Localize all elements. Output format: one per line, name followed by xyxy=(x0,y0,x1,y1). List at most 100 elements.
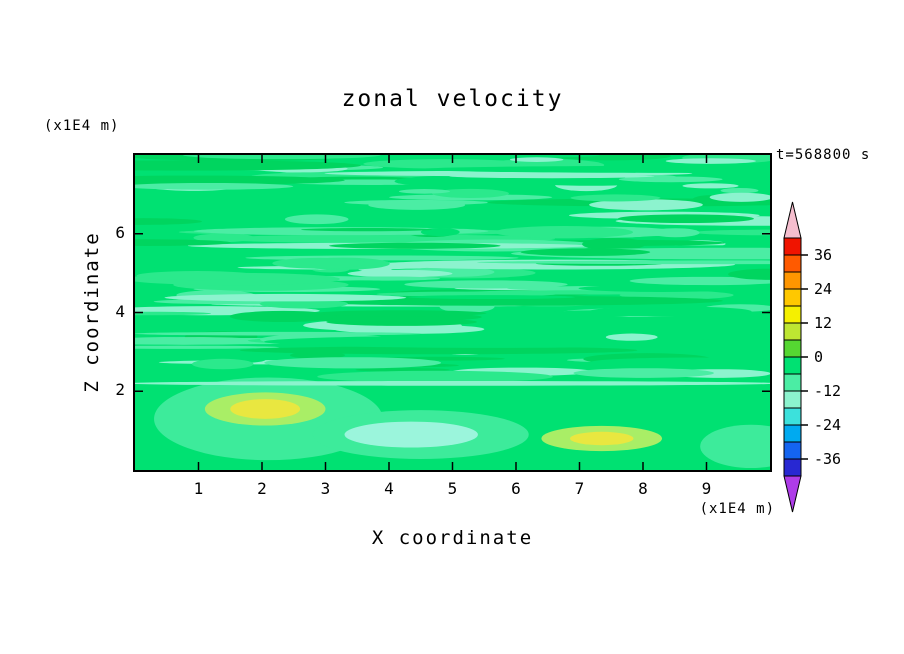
velocity-streak xyxy=(589,357,770,368)
velocity-streak xyxy=(629,276,770,286)
velocity-feature xyxy=(344,421,478,448)
colorbar-band xyxy=(783,390,802,409)
velocity-streak xyxy=(135,218,203,225)
velocity-streak xyxy=(135,175,345,185)
velocity-streak xyxy=(449,174,655,179)
x-tick-label: 2 xyxy=(257,479,267,498)
velocity-streak xyxy=(494,226,634,239)
colorbar-tick-label: -24 xyxy=(814,416,841,434)
plot-area xyxy=(133,153,772,472)
velocity-streak xyxy=(344,199,489,206)
timestamp-label: t=568800 s xyxy=(776,147,871,163)
velocity-streak xyxy=(193,233,255,243)
velocity-streak xyxy=(626,245,770,249)
velocity-streak xyxy=(135,345,280,349)
velocity-streak xyxy=(404,280,568,289)
velocity-streak xyxy=(605,333,658,341)
velocity-feature xyxy=(569,431,634,446)
colorbar-band xyxy=(783,305,802,324)
y-tick-label: 4 xyxy=(115,301,125,321)
velocity-streak xyxy=(573,368,714,378)
velocity-streak xyxy=(135,311,212,316)
velocity-streak xyxy=(239,346,638,355)
velocity-streak xyxy=(709,192,770,202)
velocity-streak xyxy=(509,157,564,162)
velocity-streak xyxy=(183,155,381,160)
velocity-feature xyxy=(700,424,770,469)
colorbar-band xyxy=(783,441,802,460)
velocity-streak xyxy=(135,182,294,190)
colorbar-under-arrow xyxy=(783,475,802,513)
velocity-streak xyxy=(337,276,441,281)
velocity-streak xyxy=(520,248,651,257)
velocity-streak xyxy=(284,214,349,225)
colorbar-band xyxy=(783,424,802,443)
velocity-streak xyxy=(229,310,337,323)
velocity-streak xyxy=(317,370,553,383)
colorbar-tick-label: 36 xyxy=(814,246,832,264)
velocity-streak xyxy=(578,284,744,292)
velocity-feature xyxy=(135,381,770,386)
y-tick-label: 2 xyxy=(115,380,125,400)
velocity-streak xyxy=(665,158,756,164)
x-tick-label: 4 xyxy=(384,479,394,498)
velocity-streak xyxy=(651,228,700,238)
x-tick-label: 8 xyxy=(638,479,648,498)
colorbar-band xyxy=(783,288,802,307)
colorbar-tick-label: -12 xyxy=(814,382,841,400)
colorbar-tick-label: 0 xyxy=(814,348,823,366)
velocity-streak xyxy=(272,257,366,269)
y-tick-label: 6 xyxy=(115,222,125,242)
x-tick-label: 5 xyxy=(447,479,458,498)
x-tick-label: 6 xyxy=(511,479,521,498)
velocity-streak xyxy=(264,335,721,348)
velocity-streak xyxy=(135,239,231,246)
colorbar-tick-label: -36 xyxy=(814,450,841,468)
velocity-streak xyxy=(582,237,646,251)
velocity-streak xyxy=(315,310,487,317)
velocity-streak xyxy=(135,160,361,171)
velocity-streak xyxy=(233,194,330,206)
velocity-streak xyxy=(192,358,254,370)
velocity-streak xyxy=(589,199,703,211)
velocity-streak xyxy=(420,227,460,237)
colorbar-band xyxy=(783,271,802,290)
colorbar-band xyxy=(783,373,802,392)
colorbar-band xyxy=(783,237,802,256)
colorbar-band xyxy=(783,322,802,341)
colorbar-over-arrow xyxy=(783,201,802,239)
colorbar-band xyxy=(783,356,802,375)
velocity-streak xyxy=(164,293,407,302)
contour-field xyxy=(135,155,770,470)
velocity-streak xyxy=(135,331,424,336)
colorbar-tick-label: 12 xyxy=(814,314,832,332)
colorbar: 36 24 12 0 -12 -24 -36 xyxy=(783,201,841,513)
x-axis-units: (x1E4 m) xyxy=(699,501,775,517)
colorbar-band xyxy=(783,254,802,273)
velocity-streak xyxy=(728,268,770,280)
x-axis-title: X coordinate xyxy=(371,527,534,549)
colorbar-band xyxy=(783,339,802,358)
colorbar-tick-label: 24 xyxy=(814,280,832,298)
x-tick-label: 9 xyxy=(701,479,712,498)
chart-title: zonal velocity xyxy=(341,86,564,112)
velocity-streak xyxy=(617,214,754,224)
velocity-streak xyxy=(398,189,450,194)
velocity-streak xyxy=(418,165,770,173)
velocity-streak xyxy=(720,187,759,194)
x-tick-label: 3 xyxy=(320,479,331,498)
velocity-streak xyxy=(682,183,739,189)
velocity-streak xyxy=(693,229,770,236)
velocity-streak xyxy=(408,295,575,300)
colorbar-band xyxy=(783,458,802,477)
y-axis-units: (x1E4 m) xyxy=(44,118,120,134)
velocity-streak xyxy=(136,271,258,281)
velocity-streak xyxy=(394,175,541,188)
x-tick-label: 1 xyxy=(193,479,204,498)
velocity-feature xyxy=(230,399,301,419)
velocity-streak xyxy=(570,194,661,202)
velocity-streak xyxy=(588,306,752,317)
velocity-streak xyxy=(618,176,723,183)
velocity-streak xyxy=(259,299,348,309)
